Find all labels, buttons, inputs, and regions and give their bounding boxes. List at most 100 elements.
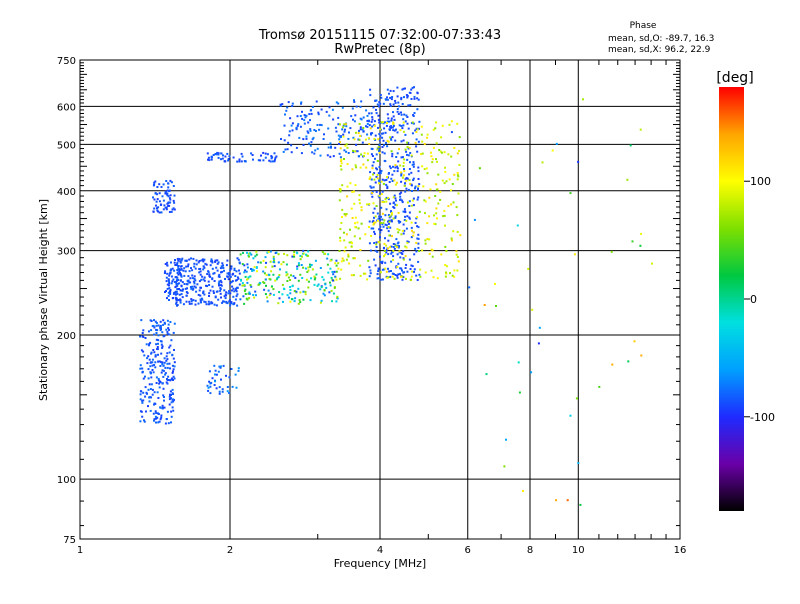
data-point xyxy=(157,339,160,342)
data-point xyxy=(252,158,254,161)
data-point xyxy=(240,152,243,155)
data-point xyxy=(190,287,193,290)
data-point xyxy=(422,185,425,188)
data-point xyxy=(405,177,408,179)
data-point xyxy=(210,302,213,305)
data-point xyxy=(402,118,405,121)
data-point xyxy=(421,165,424,168)
data-point xyxy=(207,389,210,392)
data-point xyxy=(328,106,331,109)
y-tick-label: 300 xyxy=(57,247,76,258)
data-point xyxy=(160,371,163,374)
data-point xyxy=(139,393,142,396)
data-point xyxy=(410,98,413,100)
data-point xyxy=(289,289,292,291)
data-point xyxy=(384,131,387,134)
data-point xyxy=(426,136,429,139)
data-point xyxy=(142,399,145,402)
data-point xyxy=(214,259,217,262)
data-point xyxy=(392,122,395,125)
data-point xyxy=(255,253,258,256)
y-tick-label: 750 xyxy=(57,56,76,67)
data-point xyxy=(233,267,236,270)
data-point xyxy=(147,405,149,408)
data-point xyxy=(420,133,423,136)
data-point xyxy=(222,264,224,267)
data-point xyxy=(255,294,257,297)
data-point xyxy=(161,363,164,366)
data-point xyxy=(320,286,323,289)
data-point xyxy=(343,149,346,152)
data-point xyxy=(340,168,343,171)
data-point xyxy=(154,415,157,418)
data-point xyxy=(303,114,306,117)
data-point xyxy=(160,361,163,364)
data-point xyxy=(328,114,331,117)
data-point xyxy=(397,262,400,265)
data-point xyxy=(187,265,189,268)
data-point xyxy=(400,125,403,127)
data-point xyxy=(315,273,318,276)
data-point xyxy=(370,153,373,156)
data-point xyxy=(377,172,380,175)
data-point xyxy=(168,379,171,382)
data-point xyxy=(404,182,406,185)
data-point xyxy=(234,275,237,277)
data-point xyxy=(426,222,429,225)
data-point xyxy=(310,112,313,115)
data-point xyxy=(273,160,276,163)
data-point xyxy=(169,291,172,294)
data-point xyxy=(360,153,363,156)
data-point xyxy=(280,138,282,140)
data-point xyxy=(409,182,412,185)
data-point xyxy=(284,148,287,151)
data-point xyxy=(443,182,446,185)
data-point xyxy=(399,220,402,223)
data-point xyxy=(412,197,415,200)
data-point xyxy=(423,199,426,202)
data-point xyxy=(192,287,195,290)
data-point xyxy=(341,208,344,211)
data-point xyxy=(264,256,267,259)
data-point xyxy=(238,269,240,272)
data-point xyxy=(458,149,461,152)
data-point xyxy=(171,371,174,374)
data-point xyxy=(346,146,349,149)
data-point xyxy=(404,87,406,90)
data-point xyxy=(166,194,169,197)
data-point xyxy=(390,150,393,153)
data-point xyxy=(169,271,172,274)
data-point xyxy=(184,259,187,262)
data-point xyxy=(271,285,273,288)
data-point xyxy=(265,261,267,264)
data-point xyxy=(382,122,385,125)
data-point xyxy=(365,125,367,128)
data-point xyxy=(430,269,433,272)
data-point xyxy=(426,238,429,240)
data-point xyxy=(364,138,367,141)
data-point xyxy=(168,189,171,192)
data-point xyxy=(582,98,584,101)
data-point xyxy=(388,270,391,273)
data-point xyxy=(297,302,300,305)
data-point xyxy=(367,137,370,140)
data-point xyxy=(149,371,152,374)
data-point xyxy=(156,416,159,419)
data-point xyxy=(172,199,175,202)
data-point xyxy=(388,234,391,237)
data-point xyxy=(199,300,202,303)
data-point xyxy=(411,132,414,135)
data-point xyxy=(386,120,389,123)
data-point xyxy=(381,151,384,154)
data-point xyxy=(400,113,403,116)
data-point xyxy=(139,367,142,370)
data-point xyxy=(301,117,304,120)
data-point xyxy=(244,288,247,291)
data-point xyxy=(173,208,176,211)
data-point xyxy=(214,380,217,383)
data-point xyxy=(401,103,404,105)
data-point xyxy=(419,268,422,271)
data-point xyxy=(379,128,382,131)
data-point xyxy=(449,272,451,275)
